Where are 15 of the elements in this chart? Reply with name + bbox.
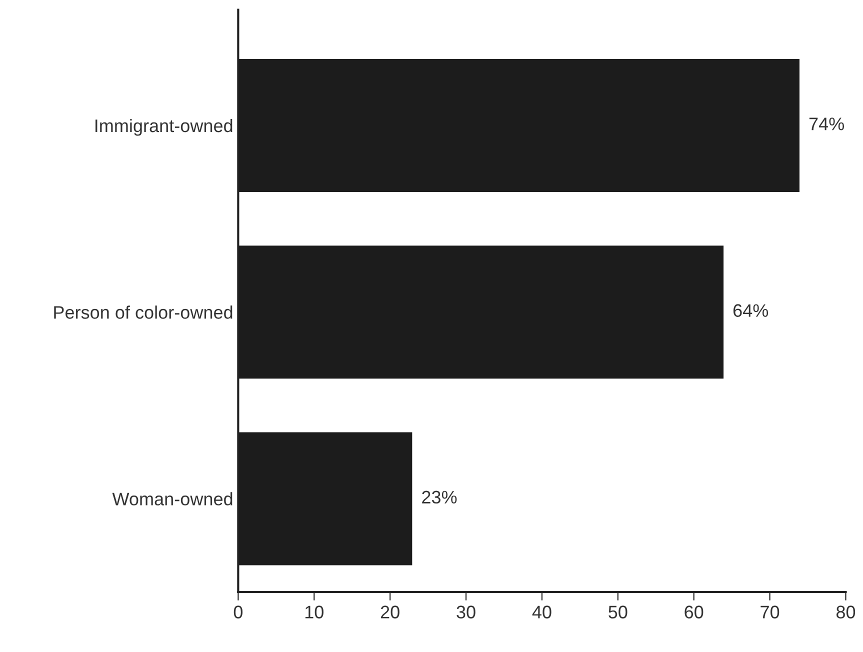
x-tick-label: 60	[684, 606, 704, 618]
y-tick-label: Person of color-owned	[54, 306, 232, 319]
x-tick-label: 70	[760, 606, 780, 618]
data-label: 23%	[422, 490, 457, 504]
data-label: 74%	[809, 118, 844, 130]
x-tick-label: 30	[456, 606, 476, 618]
x-tick-label: 20	[380, 606, 400, 618]
data-label: 64%	[733, 304, 768, 317]
x-tick-label: 40	[532, 606, 552, 618]
y-tick-label: Immigrant-owned	[96, 118, 232, 136]
x-tick-label: 0	[234, 606, 243, 618]
x-tick-label: 80	[836, 606, 856, 618]
y-tick-label: Woman-owned	[112, 492, 232, 506]
x-tick-label: 10	[305, 606, 324, 618]
x-tick-label: 50	[608, 606, 628, 618]
